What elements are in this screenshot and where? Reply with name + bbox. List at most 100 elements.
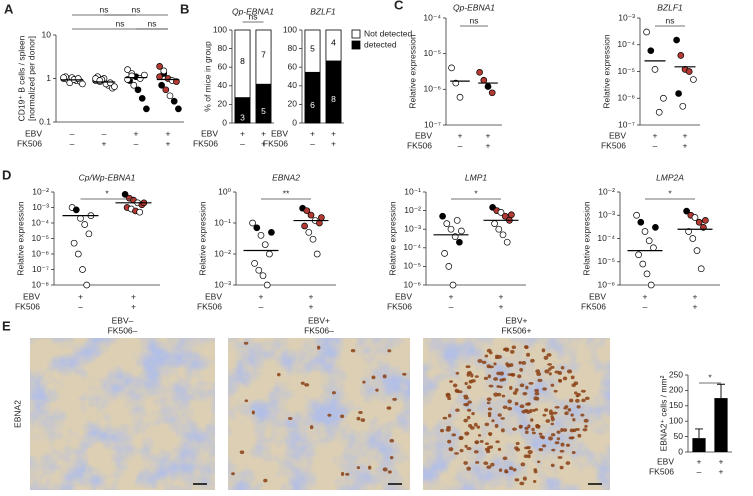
y-tick-label: 10⁻¹ bbox=[214, 217, 231, 227]
stained-nucleus bbox=[548, 436, 554, 441]
stained-nucleus bbox=[466, 415, 471, 420]
stained-nucleus bbox=[530, 358, 535, 363]
stained-nucleus bbox=[495, 440, 500, 444]
y-tick-label: 10⁻² bbox=[598, 186, 615, 196]
stained-nucleus bbox=[514, 401, 519, 406]
stained-nucleus bbox=[569, 398, 574, 403]
condition-label: FK506 bbox=[17, 138, 42, 148]
stained-nucleus bbox=[387, 470, 392, 474]
stained-nucleus bbox=[231, 472, 235, 476]
stained-nucleus bbox=[519, 367, 523, 372]
stained-nucleus bbox=[455, 371, 460, 375]
data-point bbox=[121, 191, 129, 198]
y-axis-label: Relative expression bbox=[407, 34, 417, 108]
data-point bbox=[491, 220, 498, 227]
stained-nucleus bbox=[536, 460, 541, 464]
y-tick-label: 100 bbox=[283, 24, 297, 34]
y-tick-label: 10⁻⁵ bbox=[424, 48, 441, 58]
y-tick-label: 10⁻² bbox=[404, 205, 421, 215]
stained-nucleus bbox=[569, 428, 575, 433]
y-tick-label: 40 bbox=[288, 80, 298, 90]
significance-label: ns bbox=[148, 18, 157, 28]
y-axis-label: Relative expression bbox=[197, 201, 207, 275]
y-axis-label: Relative expression bbox=[15, 201, 25, 275]
data-point bbox=[79, 266, 86, 273]
stained-nucleus bbox=[481, 360, 487, 364]
y-tick-label: 0 bbox=[222, 117, 227, 127]
stained-nucleus bbox=[523, 345, 529, 349]
stained-nucleus bbox=[463, 418, 469, 423]
stained-nucleus bbox=[509, 466, 514, 471]
data-point bbox=[635, 251, 642, 259]
stained-nucleus bbox=[487, 414, 492, 418]
condition-mark: + bbox=[331, 128, 336, 138]
stained-nucleus bbox=[519, 481, 525, 486]
data-point bbox=[72, 206, 80, 214]
significance-label: ** bbox=[283, 188, 290, 198]
image-header: FK506– bbox=[108, 325, 138, 335]
stained-nucleus bbox=[251, 410, 255, 415]
stained-nucleus bbox=[470, 373, 474, 378]
stained-nucleus bbox=[568, 436, 574, 440]
stained-nucleus bbox=[494, 423, 499, 428]
stained-nucleus bbox=[576, 392, 581, 397]
data-point bbox=[439, 212, 446, 220]
stained-nucleus bbox=[525, 385, 529, 390]
legend-swatch bbox=[351, 40, 361, 50]
stained-nucleus bbox=[580, 389, 586, 393]
data-point bbox=[83, 281, 91, 289]
stained-nucleus bbox=[239, 450, 245, 455]
image-header: FK506+ bbox=[501, 325, 531, 335]
stained-nucleus bbox=[454, 452, 459, 455]
stained-nucleus bbox=[530, 418, 534, 422]
stained-nucleus bbox=[479, 440, 484, 443]
condition-mark: – bbox=[134, 138, 139, 148]
bar-segment bbox=[255, 29, 272, 85]
stained-nucleus bbox=[500, 428, 505, 433]
bar bbox=[692, 438, 706, 452]
y-tick-label: 10⁻⁵ bbox=[32, 233, 49, 243]
data-point bbox=[689, 235, 697, 242]
micrograph-stain bbox=[30, 338, 215, 490]
data-point bbox=[143, 105, 150, 113]
y-axis-label: EBNA2⁺ cells / mm² bbox=[658, 375, 668, 451]
bar-segment bbox=[325, 29, 342, 62]
condition-mark: + bbox=[261, 138, 266, 148]
legend-label: Not detected bbox=[364, 28, 412, 38]
stained-nucleus bbox=[537, 378, 543, 383]
stained-nucleus bbox=[574, 391, 578, 395]
data-point bbox=[253, 224, 261, 232]
significance-label: ns bbox=[116, 18, 125, 28]
stained-nucleus bbox=[562, 376, 568, 381]
stained-nucleus bbox=[526, 352, 531, 357]
significance-label: ns bbox=[132, 4, 141, 14]
condition-label: FK506 bbox=[263, 138, 288, 148]
stained-nucleus bbox=[550, 417, 555, 422]
stained-nucleus bbox=[469, 426, 475, 430]
data-point bbox=[643, 28, 650, 36]
stained-nucleus bbox=[564, 405, 569, 409]
stained-nucleus bbox=[356, 466, 361, 470]
stained-nucleus bbox=[442, 416, 448, 420]
stained-nucleus bbox=[523, 454, 529, 459]
data-point bbox=[448, 64, 455, 72]
stained-nucleus bbox=[582, 428, 588, 432]
stained-nucleus bbox=[560, 427, 564, 433]
stained-nucleus bbox=[560, 366, 565, 370]
y-tick-label: 10⁻⁴ bbox=[597, 233, 615, 243]
stained-nucleus bbox=[562, 428, 568, 432]
stained-nucleus bbox=[392, 397, 397, 401]
stained-nucleus bbox=[522, 476, 527, 481]
stained-nucleus bbox=[445, 428, 451, 432]
y-tick-label: 0 bbox=[292, 117, 297, 127]
condition-mark: + bbox=[449, 291, 454, 301]
data-point bbox=[175, 105, 182, 113]
y-tick-label: 80 bbox=[288, 43, 298, 53]
stained-nucleus bbox=[490, 462, 495, 467]
stained-nucleus bbox=[276, 372, 281, 377]
condition-label: EBV bbox=[23, 291, 40, 301]
data-point bbox=[77, 214, 84, 222]
stained-nucleus bbox=[502, 405, 508, 410]
y-tick-label: 10⁻⁶ bbox=[598, 279, 615, 289]
stained-nucleus bbox=[528, 382, 534, 385]
